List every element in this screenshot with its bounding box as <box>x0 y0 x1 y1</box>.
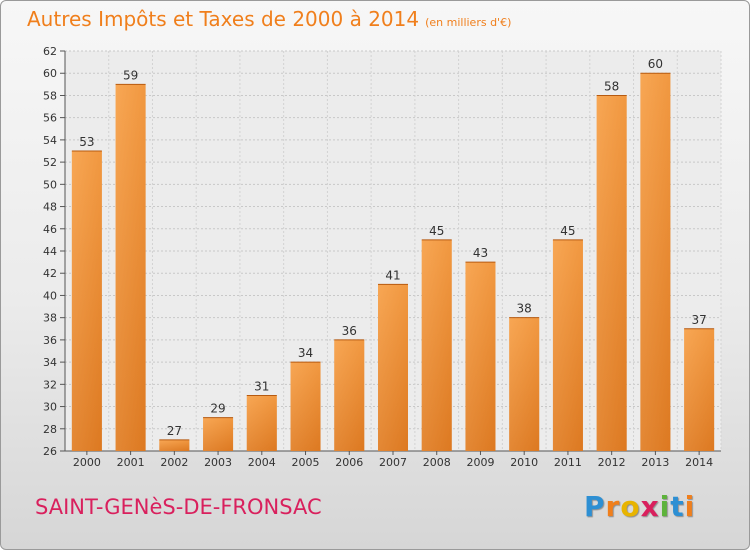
y-tick-label: 36 <box>43 334 57 347</box>
y-tick-label: 30 <box>43 401 57 414</box>
y-tick-label: 40 <box>43 289 57 302</box>
x-tick-label: 2002 <box>160 456 188 469</box>
x-tick-label: 2008 <box>423 456 451 469</box>
bar-shade <box>71 151 102 451</box>
town-name: SAINT-GENèS-DE-FRONSAC <box>35 495 322 519</box>
x-tick-label: 2013 <box>641 456 669 469</box>
logo-letter: i <box>684 490 696 523</box>
logo-letter: t <box>670 490 685 523</box>
y-tick-label: 34 <box>43 356 57 369</box>
bar-shade <box>378 284 408 451</box>
bar-chart: 26 28 30 32 34 36 38 40 42 44 46 48 50 52 54 56 58 60 62 5… <box>43 45 722 469</box>
logo-letter: i <box>659 490 671 523</box>
y-tick-label: 62 <box>43 45 57 58</box>
bar-shade <box>421 239 452 451</box>
x-tick-label: 2010 <box>510 456 538 469</box>
bar-value-label: 43 <box>473 246 488 260</box>
y-tick-label: 52 <box>43 156 57 169</box>
bar-shade <box>552 239 583 451</box>
bar-shade <box>159 439 190 451</box>
y-tick-label: 58 <box>43 89 57 102</box>
x-tick-label: 2006 <box>335 456 363 469</box>
bar-shade <box>334 339 365 451</box>
proxiti-logo: Proxiti <box>584 490 695 523</box>
y-tick-label: 60 <box>43 67 57 80</box>
x-tick-label: 2014 <box>685 456 713 469</box>
y-tick-label: 46 <box>43 223 57 236</box>
bar-shade <box>640 73 671 451</box>
bar-value-label: 58 <box>604 79 619 93</box>
y-tick-label: 26 <box>43 445 57 458</box>
x-tick-label: 2009 <box>466 456 494 469</box>
bar-layer <box>71 72 715 451</box>
y-tick-label: 42 <box>43 267 57 280</box>
y-tick-label: 38 <box>43 312 57 325</box>
bar-value-label: 59 <box>123 68 138 82</box>
x-tick-label: 2011 <box>554 456 582 469</box>
x-tick-label: 2004 <box>248 456 276 469</box>
logo-letter: x <box>640 490 660 523</box>
bar-shade <box>465 262 496 451</box>
bar-value-label: 45 <box>560 224 575 238</box>
logo-letter: r <box>605 490 621 523</box>
bar-value-label: 38 <box>517 302 532 316</box>
bar-value-label: 41 <box>385 268 400 282</box>
bar-shade <box>246 395 277 451</box>
bar-shade <box>596 95 627 451</box>
y-tick-label: 28 <box>43 423 57 436</box>
x-tick-label: 2003 <box>204 456 232 469</box>
bar-shade <box>203 417 234 451</box>
chart-title-text: Autres Impôts et Taxes de 2000 à 2014 <box>27 7 420 31</box>
logo-letter: P <box>584 490 606 523</box>
bar-value-label: 31 <box>254 379 269 393</box>
bar-shade <box>684 328 715 451</box>
bar-shade <box>115 84 146 451</box>
x-tick-label: 2012 <box>598 456 626 469</box>
bar-value-label: 53 <box>79 135 94 149</box>
x-tick-label: 2001 <box>117 456 145 469</box>
chart-title: Autres Impôts et Taxes de 2000 à 2014 (en… <box>27 7 511 31</box>
y-tick-label: 48 <box>43 201 57 214</box>
x-tick-label: 2000 <box>73 456 101 469</box>
x-tick-label: 2005 <box>292 456 320 469</box>
y-tick-label: 54 <box>43 134 57 147</box>
chart-subtitle: (en milliers d'€) <box>425 16 512 29</box>
y-tick-label: 56 <box>43 112 57 125</box>
bar-value-label: 60 <box>648 57 663 71</box>
bar-value-label: 37 <box>691 313 706 327</box>
bar-value-label: 36 <box>342 324 357 338</box>
y-tick-label: 50 <box>43 178 57 191</box>
y-tick-label: 44 <box>43 245 57 258</box>
bar-shade <box>509 317 540 451</box>
bar-value-label: 45 <box>429 224 444 238</box>
bar-shade <box>290 362 321 451</box>
bar-value-label: 29 <box>210 402 225 416</box>
label-layer: 53 2000 59 2001 27 2002 29 2003 31 2004 34 2005 36 20… <box>73 57 713 469</box>
logo-letter: o <box>620 490 641 523</box>
bar-value-label: 34 <box>298 346 313 360</box>
x-tick-label: 2007 <box>379 456 407 469</box>
bar-value-label: 27 <box>167 424 182 438</box>
y-tick-label: 32 <box>43 378 57 391</box>
